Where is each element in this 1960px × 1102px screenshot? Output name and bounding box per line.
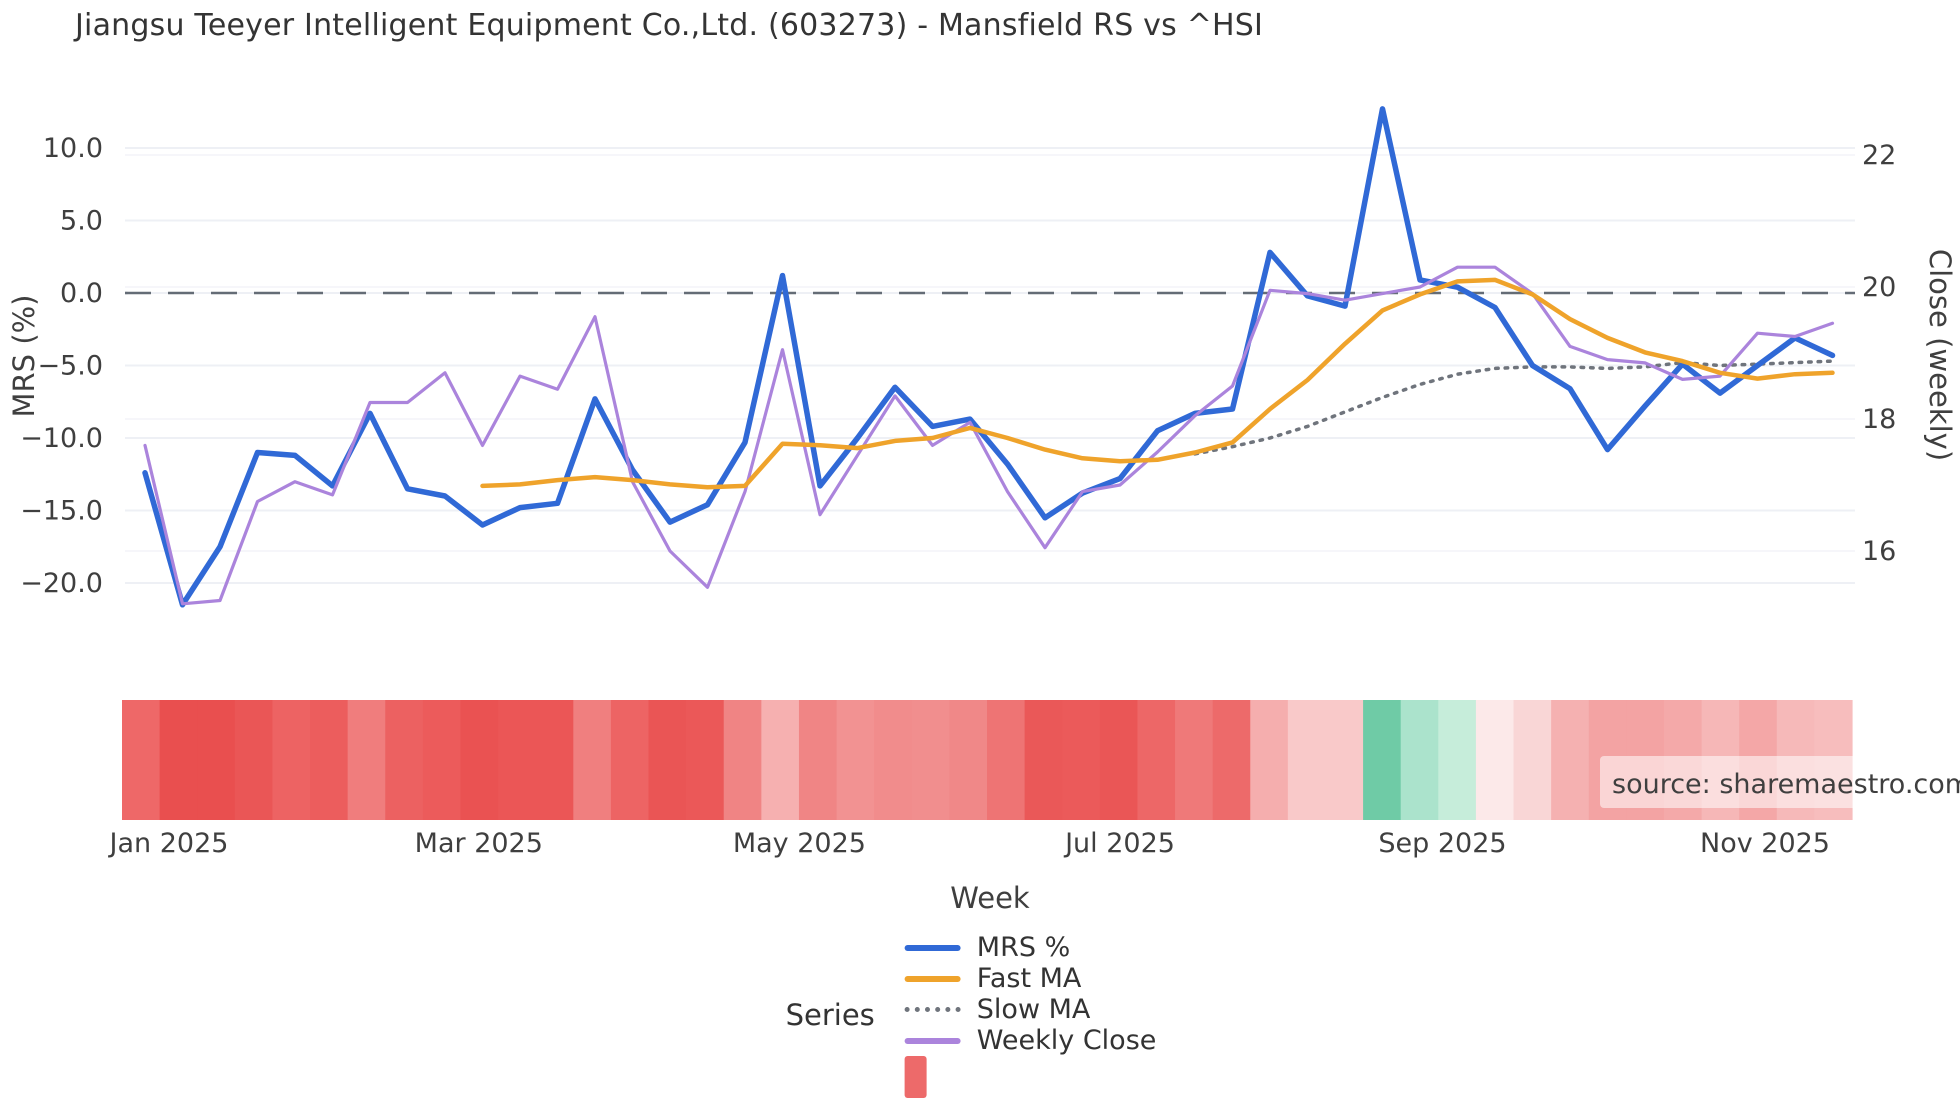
heatmap-cell <box>234 700 274 820</box>
heatmap-cell <box>159 700 198 820</box>
heatmap-cell <box>1551 700 1590 820</box>
legend-label: Weekly Close <box>976 1025 1157 1056</box>
heatmap-cell <box>1024 700 1063 820</box>
x-axis-tick-labels: Jan 2025 Mar 2025 May 2025 Jul 2025 Sep 2025… <box>108 828 1830 859</box>
heatmap-cell <box>1099 700 1139 820</box>
x-tick-label: Jul 2025 <box>1063 828 1175 859</box>
heatmap-cell <box>385 700 424 820</box>
y-left-tick-label: 10.0 <box>43 133 103 164</box>
source-text: source: sharemaestro.com <box>1612 769 1960 800</box>
heatmap-strip <box>122 700 1853 820</box>
legend-item-slow-ma: Slow MA <box>904 994 1157 1025</box>
heatmap-cell <box>498 700 537 820</box>
heatmap-cell <box>1250 700 1289 820</box>
y-axis-right-tick-labels: 22 20 18 16 <box>1862 140 1896 567</box>
heatmap-cell <box>798 700 838 820</box>
legend-swatch-weekly-close <box>904 1037 961 1044</box>
legend-label: Fast MA <box>976 963 1082 994</box>
heatmap-cell <box>1287 700 1327 820</box>
heatmap-cell <box>573 700 612 820</box>
legend-item-mrs-: MRS % <box>904 932 1157 963</box>
heatmap-cell <box>911 700 950 820</box>
legend-items: MRS % Fast MA Slow MA Weekly Close <box>904 932 1195 1098</box>
y-axis-left-tick-labels: 10.0 5.0 0.0 −5.0 −10.0 −15.0 −20.0 <box>20 133 103 599</box>
y-right-tick-label: 18 <box>1862 404 1896 435</box>
y-axis-left-title: MRS (%) <box>7 295 41 418</box>
legend-label: Slow MA <box>976 994 1091 1025</box>
heatmap-cell <box>949 700 988 820</box>
legend-item-weekly-close: Weekly Close <box>904 1025 1157 1056</box>
series-line-mrs- <box>142 106 1836 608</box>
heatmap-cell <box>197 700 236 820</box>
series-lines <box>142 106 1836 608</box>
legend-label: MRS % <box>976 932 1071 963</box>
heatmap-cell <box>648 700 687 820</box>
legend-swatch-mrs- <box>904 944 961 951</box>
y-left-tick-label: 0.0 <box>60 278 103 309</box>
heatmap-cell <box>987 700 1026 820</box>
heatmap-cell <box>1062 700 1101 820</box>
x-tick-label: Nov 2025 <box>1700 828 1830 859</box>
x-tick-label: May 2025 <box>733 828 866 859</box>
heatmap-cell <box>761 700 800 820</box>
x-tick-label: Mar 2025 <box>415 828 543 859</box>
y-right-tick-label: 22 <box>1862 140 1896 171</box>
heatmap-cell <box>1325 700 1364 820</box>
x-tick-label: Sep 2025 <box>1378 828 1506 859</box>
y-right-tick-label: 16 <box>1862 536 1896 567</box>
series-line-fast-ma <box>480 277 1835 490</box>
x-tick-label: Jan 2025 <box>108 828 229 859</box>
heatmap-cell <box>347 700 386 820</box>
legend-title: Series <box>785 998 875 1032</box>
heatmap-cell <box>535 700 574 820</box>
y-left-tick-label: 5.0 <box>60 206 103 237</box>
legend-swatch-fast-ma <box>904 975 961 982</box>
heatmap-cell <box>272 700 311 820</box>
series-line-slow-ma <box>1193 359 1835 456</box>
series-line-weekly-close <box>143 265 1835 606</box>
heatmap-cell <box>836 700 875 820</box>
heatmap-cell <box>1175 700 1214 820</box>
heatmap-cell <box>874 700 913 820</box>
heatmap-cell <box>1137 700 1176 820</box>
heatmap-cell <box>122 700 161 820</box>
heatmap-cell <box>1363 700 1402 820</box>
legend: Series MRS % Fast MA Slow MA Weekly Close <box>786 932 1195 1098</box>
heatmap-cell <box>1400 700 1439 820</box>
y-right-tick-label: 20 <box>1862 272 1896 303</box>
heatmap-cell <box>310 700 349 820</box>
y-left-tick-label: −5.0 <box>37 351 103 382</box>
chart-title: Jiangsu Teeyer Intelligent Equipment Co.… <box>75 8 1264 43</box>
heatmap-cell <box>1212 700 1251 820</box>
legend-swatch-slow-ma <box>904 1007 961 1012</box>
heatmap-cell <box>460 700 499 820</box>
heatmap-cell <box>1513 700 1552 820</box>
legend-heatmap-fill-swatch <box>904 1056 927 1098</box>
y-left-tick-label: −20.0 <box>20 568 103 599</box>
heatmap-cell <box>723 700 762 820</box>
legend-item-heatmap-fill <box>904 1056 1195 1098</box>
gridlines-right <box>125 154 1855 552</box>
legend-item-fast-ma: Fast MA <box>904 963 1157 994</box>
heatmap-cell <box>1475 700 1515 820</box>
heatmap-cell <box>1438 700 1477 820</box>
x-axis-title: Week <box>950 881 1030 915</box>
y-left-tick-label: −15.0 <box>20 496 103 527</box>
source-attribution: source: sharemaestro.com <box>1600 756 1960 808</box>
gridlines-left <box>125 147 1855 584</box>
heatmap-cell <box>422 700 462 820</box>
heatmap-cell <box>610 700 650 820</box>
y-axis-right-title: Close (weekly) <box>1923 249 1957 461</box>
y-left-tick-label: −10.0 <box>20 423 103 454</box>
heatmap-cell <box>686 700 725 820</box>
